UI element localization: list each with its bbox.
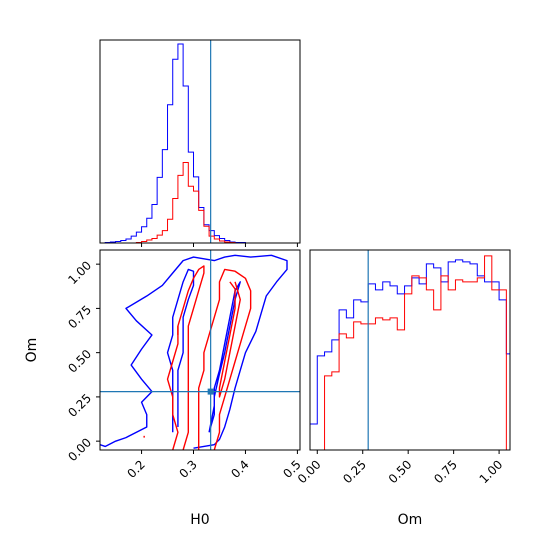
xtick-label: 0.2 <box>124 457 147 480</box>
xlabel-h0: H0 <box>190 512 209 528</box>
xtick-label: 0.00 <box>295 457 324 486</box>
xtick-label: 1.00 <box>477 457 506 486</box>
contour-line-2 <box>208 281 241 433</box>
hist-h0-series <box>100 43 251 243</box>
contour-series <box>100 254 288 450</box>
xtick-label: 0.25 <box>340 457 369 486</box>
hist-h0-xticks <box>141 243 298 247</box>
contour-line-3 <box>166 265 205 450</box>
hist-h0-panel <box>99 39 301 247</box>
xtick-label: 0.3 <box>176 457 199 480</box>
hist-series-0 <box>310 259 510 425</box>
contour-yticks: 0.00 0.25 0.50 0.75 1.00 <box>65 258 100 464</box>
xtick-label: 0.75 <box>431 457 460 486</box>
xtick-label: 0.50 <box>386 457 415 486</box>
ytick-label: 0.00 <box>65 435 94 464</box>
ytick-label: 1.00 <box>65 258 94 287</box>
contour-line-1 <box>166 268 195 433</box>
hist-series-1 <box>100 162 251 243</box>
contour-line-0 <box>100 254 288 449</box>
contour-line-5 <box>218 281 241 398</box>
hist-om-series <box>310 255 510 450</box>
xlabel-om: Om <box>398 512 423 528</box>
ytick-label: 0.25 <box>65 391 94 420</box>
contour-panel: 0.2 0.3 0.4 0.5 0.000.250.500.751.00 H0 Om <box>24 249 304 528</box>
ylabel-om: Om <box>24 338 40 363</box>
hist-h0-frame <box>99 39 301 244</box>
contour-frame <box>99 249 301 451</box>
xtick-label: 0.4 <box>228 457 251 480</box>
truth-marker <box>207 388 214 395</box>
hist-om-frame <box>309 249 511 451</box>
hist-om-xticks: 0.00 0.25 0.50 0.75 1.00 <box>295 450 506 486</box>
hist-om-panel: 0.00 0.25 0.50 0.75 1.00 Om <box>295 249 511 528</box>
ytick-label: 0.50 <box>65 347 94 376</box>
truth-lines-2d <box>100 250 300 450</box>
hist-series-1 <box>310 255 510 450</box>
contour-xticks: 0.2 0.3 0.4 0.5 <box>124 450 304 481</box>
hist-series-0 <box>100 43 251 243</box>
ytick-label: 0.75 <box>65 303 94 332</box>
